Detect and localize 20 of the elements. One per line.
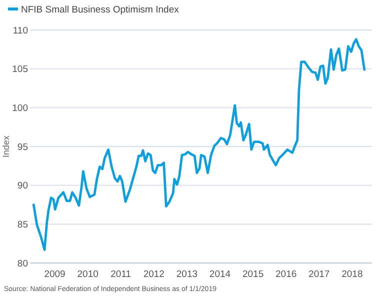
line-series — [32, 38, 366, 251]
y-tick-label: 85 — [17, 219, 28, 230]
x-tick-label: 2017 — [308, 269, 330, 280]
x-tick-label: 2018 — [342, 269, 363, 280]
x-tick-label: 2010 — [77, 269, 98, 280]
x-tick-label: 2009 — [44, 269, 66, 280]
x-tick-label: 2014 — [209, 269, 231, 280]
y-tick-label: 110 — [12, 25, 28, 36]
y-tick-label: 95 — [17, 142, 28, 153]
y-tick-label: 105 — [12, 64, 28, 76]
legend-label: NFIB Small Business Optimism Index — [21, 4, 180, 16]
x-tick-label: 2013 — [176, 269, 198, 280]
x-tick-label: 2015 — [242, 269, 264, 280]
y-tick-label: 80 — [17, 258, 28, 270]
x-tick-label: 2011 — [110, 269, 132, 280]
y-axis-title: Index — [1, 135, 11, 158]
y-tick-label: 100 — [12, 102, 28, 114]
x-tick-label: 2016 — [276, 269, 297, 280]
y-tick-label: 90 — [17, 180, 28, 192]
x-tick-label: 2012 — [143, 269, 164, 280]
